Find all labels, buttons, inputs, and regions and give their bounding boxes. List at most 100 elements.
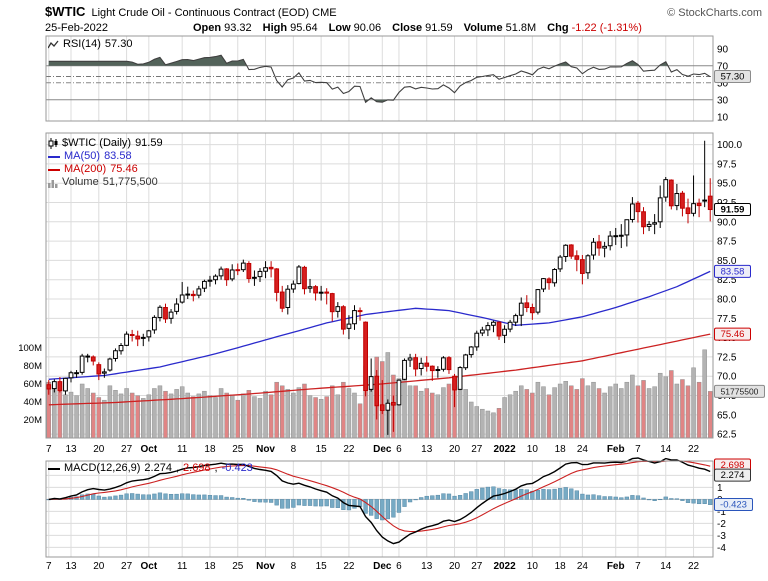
svg-text:85.0: 85.0 xyxy=(717,256,737,267)
symbol-legend-value: 91.59 xyxy=(135,137,163,149)
svg-text:11: 11 xyxy=(177,444,188,455)
macd-value-line: 2.274 xyxy=(144,462,172,474)
svg-text:-2: -2 xyxy=(717,519,726,530)
svg-text:11: 11 xyxy=(177,561,188,572)
svg-text:77.5: 77.5 xyxy=(717,314,737,325)
ma200-label: MA(200) xyxy=(64,163,107,175)
svg-text:13: 13 xyxy=(65,444,77,455)
svg-text:10: 10 xyxy=(527,444,539,455)
quote-date: 25-Feb-2022 xyxy=(45,22,108,34)
svg-text:15: 15 xyxy=(316,561,328,572)
svg-text:8: 8 xyxy=(291,561,297,572)
macd-hist-badge: -0.423 xyxy=(714,497,753,511)
svg-text:27: 27 xyxy=(121,444,133,455)
svg-text:60M: 60M xyxy=(24,379,43,390)
main-legend: $WTIC (Daily) 91.59 MA(50) 83.58 MA(200)… xyxy=(48,137,163,189)
svg-text:Nov: Nov xyxy=(256,561,275,572)
ma200-value-badge: 75.46 xyxy=(714,327,751,341)
ma200-value: 75.46 xyxy=(110,163,138,175)
svg-text:82.5: 82.5 xyxy=(717,275,737,286)
svg-text:13: 13 xyxy=(421,444,433,455)
quote-row: 25-Feb-2022 Open 93.32 High 95.64 Low 90.06… xyxy=(45,22,762,34)
svg-text:Dec: Dec xyxy=(373,444,392,455)
volume-value: 51,775,500 xyxy=(102,176,158,188)
volume-value-badge: 51775500 xyxy=(714,384,765,398)
macd-legend-row: MACD(12,26,9) 2.274, 2.698, -0.423 xyxy=(48,462,253,475)
symbol-legend-label: $WTIC (Daily) xyxy=(62,137,132,149)
svg-text:80.0: 80.0 xyxy=(717,295,737,306)
ma50-value-badge: 83.58 xyxy=(714,264,751,278)
svg-text:Oct: Oct xyxy=(140,561,157,572)
svg-text:90.0: 90.0 xyxy=(717,217,737,228)
panel-backgrounds xyxy=(46,36,713,557)
macd-line-badge: 2.274 xyxy=(714,468,751,482)
ma50-label: MA(50) xyxy=(64,150,101,162)
ma50-line xyxy=(48,270,711,380)
ma50-line-icon xyxy=(48,155,60,158)
svg-text:Oct: Oct xyxy=(140,444,157,455)
rsi-value: 57.30 xyxy=(104,38,133,50)
symbol-legend-row: $WTIC (Daily) 91.59 xyxy=(48,137,163,150)
svg-text:20: 20 xyxy=(449,561,461,572)
macd-value-hist: -0.423 xyxy=(221,462,253,474)
svg-text:18: 18 xyxy=(204,444,216,455)
svg-text:Feb: Feb xyxy=(607,444,625,455)
quote-high: High 95.64 xyxy=(262,22,318,34)
svg-text:22: 22 xyxy=(688,444,700,455)
svg-text:18: 18 xyxy=(204,561,216,572)
svg-text:18: 18 xyxy=(555,561,567,572)
svg-text:25: 25 xyxy=(232,444,244,455)
svg-text:Nov: Nov xyxy=(256,444,275,455)
candles xyxy=(46,140,713,435)
macd-signal-line xyxy=(48,460,711,533)
ma200-line-icon xyxy=(48,168,60,171)
svg-text:83.58: 83.58 xyxy=(721,266,745,277)
svg-text:24: 24 xyxy=(577,444,589,455)
ohlc-summary: Open 93.32 High 95.64 Low 90.06 Close 91.59 … xyxy=(193,22,642,34)
svg-text:24: 24 xyxy=(577,561,589,572)
candlestick-icon xyxy=(48,138,58,149)
svg-text:22: 22 xyxy=(688,561,700,572)
panel-borders xyxy=(45,35,714,558)
volume-bars-icon xyxy=(48,179,58,188)
volume-label: Volume xyxy=(62,176,99,188)
rsi-line xyxy=(48,54,711,104)
svg-text:22: 22 xyxy=(343,561,355,572)
rsi-label: RSI(14) xyxy=(63,38,101,50)
svg-text:90: 90 xyxy=(717,44,729,55)
svg-text:2.698: 2.698 xyxy=(721,460,745,471)
svg-text:57.30: 57.30 xyxy=(721,72,745,83)
svg-text:Dec: Dec xyxy=(373,561,392,572)
volume-legend-row: Volume 51,775,500 xyxy=(48,176,163,189)
rsi-panel-content xyxy=(46,55,713,103)
svg-text:-3: -3 xyxy=(717,531,726,542)
svg-text:25: 25 xyxy=(232,561,244,572)
svg-text:7: 7 xyxy=(46,444,52,455)
ma50-legend-row: MA(50) 83.58 xyxy=(48,150,163,163)
ma50-value: 83.58 xyxy=(104,150,132,162)
svg-text:14: 14 xyxy=(660,561,672,572)
macd-legend: MACD(12,26,9) 2.274, 2.698, -0.423 xyxy=(48,462,253,475)
svg-text:7: 7 xyxy=(46,561,52,572)
svg-text:1: 1 xyxy=(717,483,723,494)
ma200-legend-row: MA(200) 75.46 xyxy=(48,163,163,176)
copyright-link[interactable]: © StockCharts.com xyxy=(667,7,762,19)
svg-text:15: 15 xyxy=(316,444,328,455)
svg-text:-4: -4 xyxy=(717,543,726,554)
volume-bars xyxy=(46,349,713,439)
svg-text:50: 50 xyxy=(717,78,729,89)
zigzag-icon xyxy=(48,40,59,48)
macd-main-line xyxy=(48,457,711,545)
svg-text:13: 13 xyxy=(421,561,433,572)
macd-label: MACD(12,26,9) xyxy=(64,462,141,474)
svg-text:7: 7 xyxy=(635,444,641,455)
x-axis-labels-top: 7 13 20 27 Oct 11 18 25 Nov 8 15 22 Dec 6 13 20 27 2022 10… xyxy=(46,444,700,455)
macd-value-signal: 2.698 xyxy=(183,462,211,474)
svg-text:10: 10 xyxy=(527,561,539,572)
svg-text:20: 20 xyxy=(449,444,461,455)
svg-text:Feb: Feb xyxy=(607,561,625,572)
svg-text:20: 20 xyxy=(93,561,105,572)
